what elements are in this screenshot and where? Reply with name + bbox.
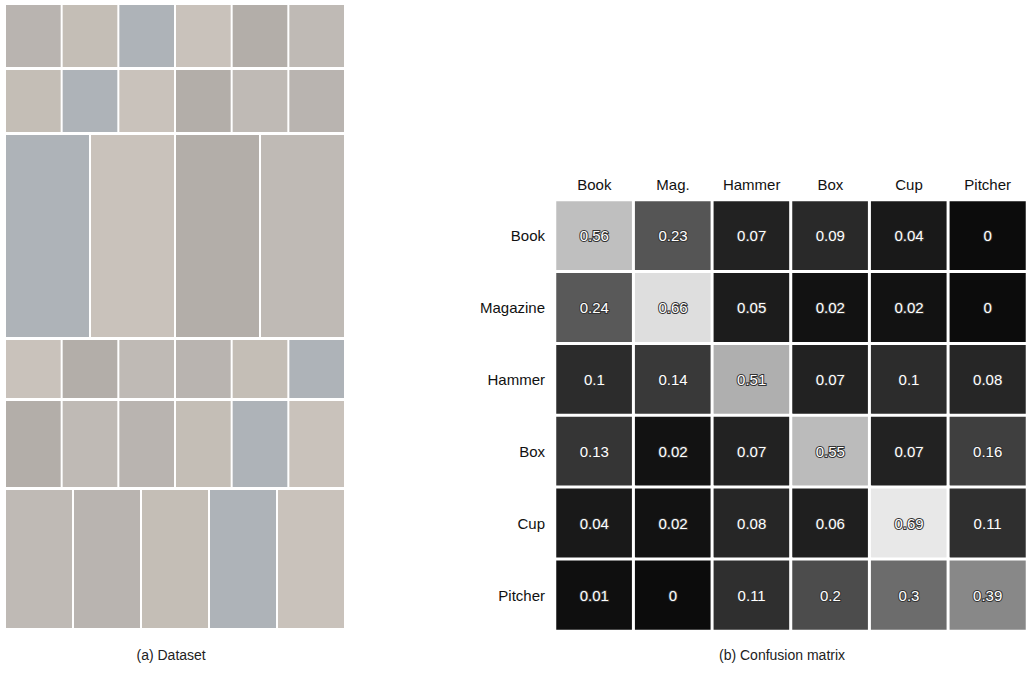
svg-text:0.02: 0.02 [816, 299, 845, 316]
svg-text:0.08: 0.08 [737, 515, 766, 532]
svg-text:0.16: 0.16 [973, 443, 1002, 460]
svg-text:0.04: 0.04 [894, 227, 923, 244]
svg-text:0.1: 0.1 [899, 371, 920, 388]
svg-text:0.39: 0.39 [973, 587, 1002, 604]
svg-text:Mag.: Mag. [656, 176, 689, 193]
svg-text:Book: Book [577, 176, 612, 193]
svg-text:0.13: 0.13 [580, 443, 609, 460]
svg-text:0.02: 0.02 [658, 443, 687, 460]
svg-text:0.69: 0.69 [894, 515, 923, 532]
svg-text:Pitcher: Pitcher [964, 176, 1011, 193]
svg-text:0.3: 0.3 [899, 587, 920, 604]
svg-text:0.55: 0.55 [816, 443, 845, 460]
svg-text:0.09: 0.09 [816, 227, 845, 244]
svg-text:Box: Box [817, 176, 843, 193]
svg-text:0: 0 [983, 227, 991, 244]
svg-text:0.02: 0.02 [658, 515, 687, 532]
svg-text:0.11: 0.11 [738, 587, 766, 604]
svg-text:Pitcher: Pitcher [498, 587, 545, 604]
svg-text:0.23: 0.23 [658, 227, 687, 244]
svg-text:Cup: Cup [517, 515, 545, 532]
svg-text:0.07: 0.07 [816, 371, 845, 388]
svg-text:0.07: 0.07 [894, 443, 923, 460]
svg-text:0.01: 0.01 [580, 587, 609, 604]
svg-text:(a) Dataset: (a) Dataset [137, 647, 206, 663]
svg-text:Cup: Cup [895, 176, 923, 193]
svg-text:0.06: 0.06 [816, 515, 845, 532]
svg-text:0.1: 0.1 [584, 371, 605, 388]
svg-text:Magazine: Magazine [480, 299, 545, 316]
svg-text:Book: Book [511, 227, 546, 244]
svg-text:0: 0 [669, 587, 677, 604]
svg-text:0.08: 0.08 [973, 371, 1002, 388]
svg-text:0.04: 0.04 [580, 515, 609, 532]
svg-text:Hammer: Hammer [487, 371, 545, 388]
svg-text:0.51: 0.51 [737, 371, 766, 388]
svg-text:(b) Confusion matrix: (b) Confusion matrix [719, 647, 845, 663]
svg-text:0.2: 0.2 [820, 587, 841, 604]
svg-text:0.07: 0.07 [737, 227, 766, 244]
svg-text:0.14: 0.14 [658, 371, 687, 388]
svg-text:Box: Box [519, 443, 545, 460]
svg-text:Hammer: Hammer [723, 176, 781, 193]
svg-text:0.56: 0.56 [580, 227, 609, 244]
svg-text:0: 0 [983, 299, 991, 316]
svg-text:0.24: 0.24 [580, 299, 609, 316]
svg-text:0.02: 0.02 [894, 299, 923, 316]
svg-text:0.07: 0.07 [737, 443, 766, 460]
svg-text:0.05: 0.05 [737, 299, 766, 316]
svg-text:0.66: 0.66 [658, 299, 687, 316]
svg-text:0.11: 0.11 [974, 515, 1002, 532]
